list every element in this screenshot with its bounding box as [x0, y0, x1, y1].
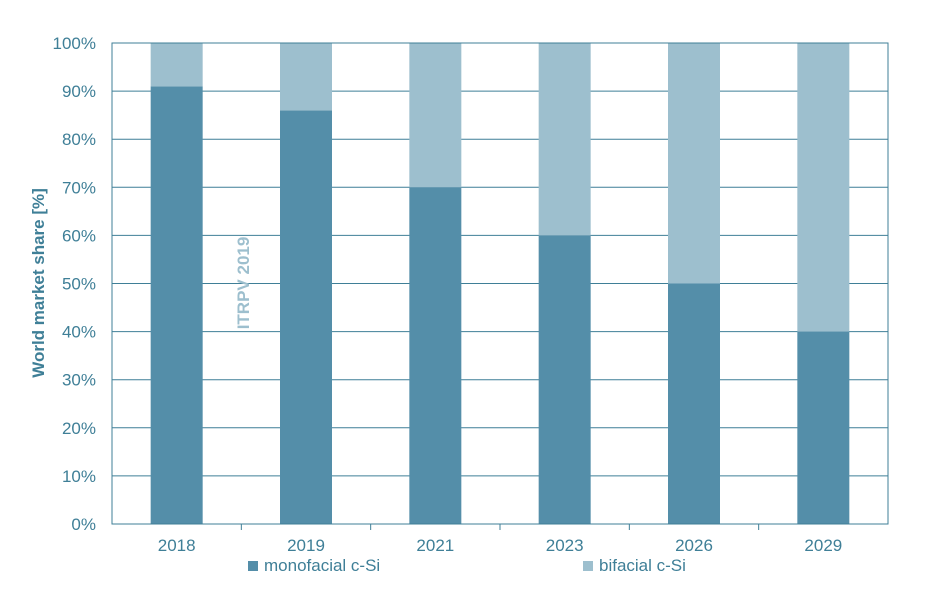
y-tick-label: 50%	[62, 275, 96, 294]
y-tick-label: 70%	[62, 178, 96, 197]
x-tick-label: 2018	[158, 536, 196, 555]
y-tick-labels: 0% 10% 20% 30% 40% 50% 60% 70% 80% 90% 100%	[53, 34, 96, 534]
x-tick-label: 2019	[287, 536, 325, 555]
legend-label: monofacial c-Si	[264, 556, 380, 575]
bar-monofacial-2029	[797, 331, 850, 524]
y-tick-label: 100%	[53, 34, 96, 53]
bar-bifacial-2019	[280, 43, 332, 111]
bar-bifacial-2021	[409, 43, 462, 188]
bar-bifacial-2029	[797, 43, 850, 332]
bar-monofacial-2023	[538, 235, 591, 524]
bar-bifacial-2018	[150, 43, 203, 87]
legend-swatch	[248, 561, 258, 571]
legend-label: bifacial c-Si	[599, 556, 686, 575]
y-tick-label: 60%	[62, 226, 96, 245]
plot-frame	[111, 42, 889, 525]
y-tick-label: 90%	[62, 82, 96, 101]
bar-monofacial-2018	[150, 86, 203, 524]
bar-monofacial-2026	[668, 283, 720, 524]
legend-swatch	[583, 561, 593, 571]
bar-bifacial-2023	[538, 43, 591, 236]
y-tick-label: 20%	[62, 419, 96, 438]
bar-monofacial-2019	[280, 110, 332, 524]
x-tick-label: 2021	[416, 536, 454, 555]
y-axis-title: World market share [%]	[29, 188, 48, 378]
x-tick-label: 2029	[804, 536, 842, 555]
bar-monofacial-2021	[409, 187, 462, 525]
y-tick-label: 30%	[62, 371, 96, 390]
y-tick-label: 10%	[62, 467, 96, 486]
y-tick-label: 0%	[71, 515, 96, 534]
axes	[111, 42, 889, 530]
y-tick-label: 40%	[62, 323, 96, 342]
grid-lines	[112, 42, 888, 477]
x-tick-label: 2026	[675, 536, 713, 555]
itrpv-annotation: ITRPV 2019	[234, 237, 253, 330]
bar-bifacial-2026	[668, 43, 720, 284]
x-tick-label: 2023	[546, 536, 584, 555]
legend: monofacial c-Si bifacial c-Si	[248, 556, 686, 575]
bars	[150, 43, 850, 525]
y-tick-label: 80%	[62, 130, 96, 149]
x-tick-labels: 2018 2019 2021 2023 2026 2029	[158, 536, 842, 555]
